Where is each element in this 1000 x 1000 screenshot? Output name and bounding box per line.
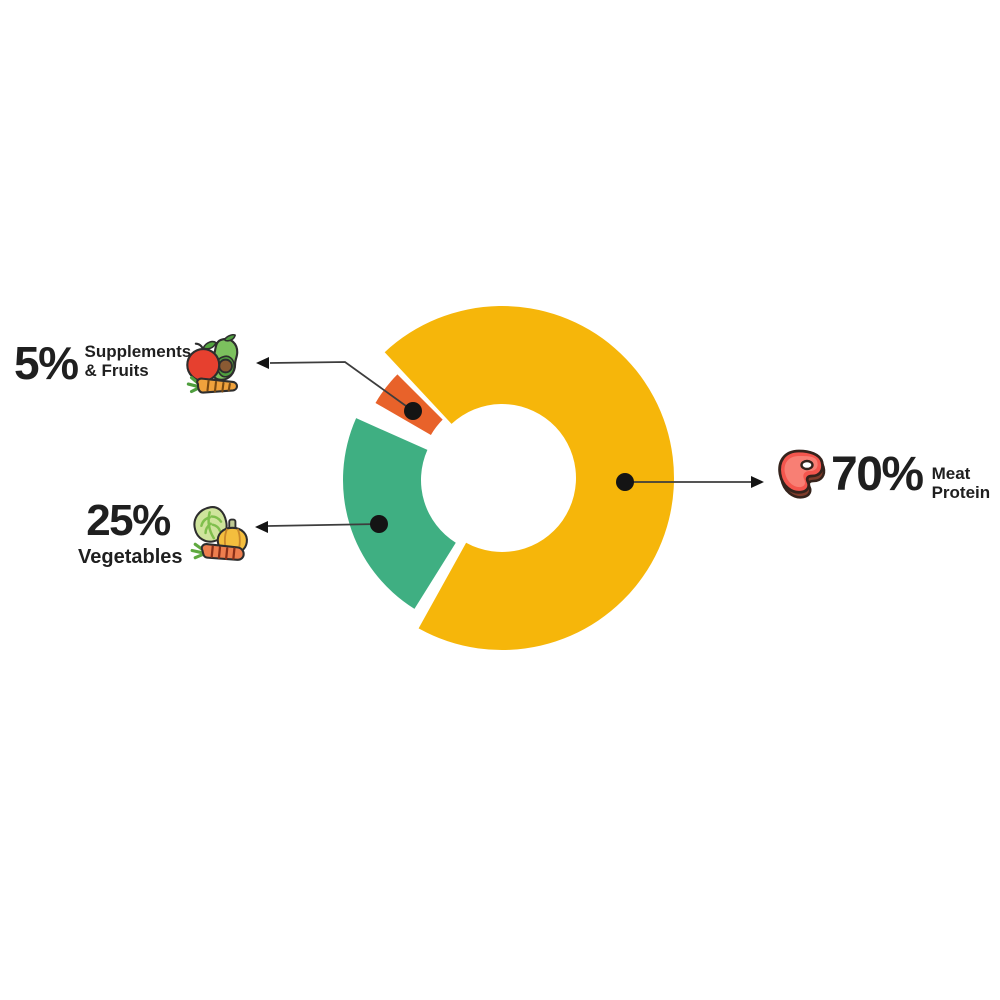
- leader-dot-meat-protein: [616, 473, 634, 491]
- leader-arrow-meat-protein: [751, 476, 764, 488]
- supplements-percent: 5%: [14, 337, 79, 389]
- vegetables-icon: [188, 501, 254, 567]
- leader-line-vegetables: [267, 523, 380, 527]
- leader-arrow-supplements-fruits: [256, 357, 269, 369]
- vegetables-caption: Vegetables: [78, 546, 183, 568]
- meat-caption-line2: Protein: [931, 483, 991, 502]
- leader-arrow-vegetables: [255, 521, 268, 533]
- supplements-caption-line2: & Fruits: [84, 361, 149, 380]
- leader-dot-vegetables: [370, 515, 388, 533]
- vegetables-percent: 25%: [86, 496, 171, 545]
- meat-percent: 70%: [831, 448, 924, 501]
- supplements-caption-line1: Supplements: [84, 342, 192, 361]
- meat-caption-line1: Meat: [931, 464, 971, 483]
- slice-vegetables: [343, 418, 456, 609]
- leader-line-supplements-fruits: [269, 361, 414, 412]
- steak-icon: [771, 445, 835, 509]
- label-vegetables: 25% Vegetables: [78, 496, 183, 569]
- slice-meat-protein: [384, 306, 675, 650]
- fruits-icon: [182, 334, 250, 398]
- label-meat-protein: 70% Meat Protein: [831, 448, 991, 503]
- leader-dot-supplements-fruits: [404, 402, 422, 420]
- label-supplements-fruits: 5% Supplements & Fruits: [14, 340, 191, 386]
